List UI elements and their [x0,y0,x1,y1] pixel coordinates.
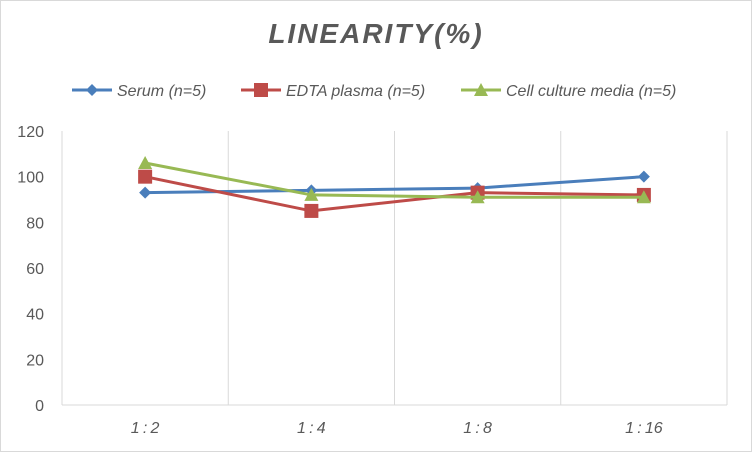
data-point [636,190,651,204]
data-point [637,170,650,183]
legend-item: Cell culture media (n=5) [461,83,676,100]
data-point [470,190,485,204]
data-point [138,169,153,184]
x-tick-label: 1 : 4 [297,420,326,437]
series-line [145,175,644,195]
legend-item: EDTA plasma (n=5) [241,83,425,100]
legend-marker [86,84,98,96]
chart-title: LINEARITY(%) [268,18,484,49]
series-line [144,161,644,199]
y-tick-label: 0 [35,398,44,415]
legend-label: EDTA plasma (n=5) [286,83,425,100]
legend-label: Serum (n=5) [117,83,206,100]
series-cell [138,155,651,204]
y-tick-label: 120 [17,124,44,141]
x-tick-label: 1 : 2 [131,420,160,437]
data-point [304,187,319,201]
x-tick-label: 1 : 16 [625,420,663,437]
y-tick-label: 20 [26,352,44,369]
x-tick-label: 1 : 8 [463,420,492,437]
data-point [304,203,319,218]
legend-marker [474,83,488,96]
data-point [138,155,153,169]
legend-label: Cell culture media (n=5) [506,83,676,100]
legend-marker [254,83,268,97]
legend-item: Serum (n=5) [72,83,206,100]
series-edta [138,169,651,218]
series-serum [139,170,650,199]
data-point [139,186,152,199]
y-tick-label: 40 [26,307,44,324]
y-tick-label: 60 [26,261,44,278]
y-tick-label: 100 [17,170,44,187]
series-line [144,175,644,213]
y-tick-label: 80 [26,215,44,232]
